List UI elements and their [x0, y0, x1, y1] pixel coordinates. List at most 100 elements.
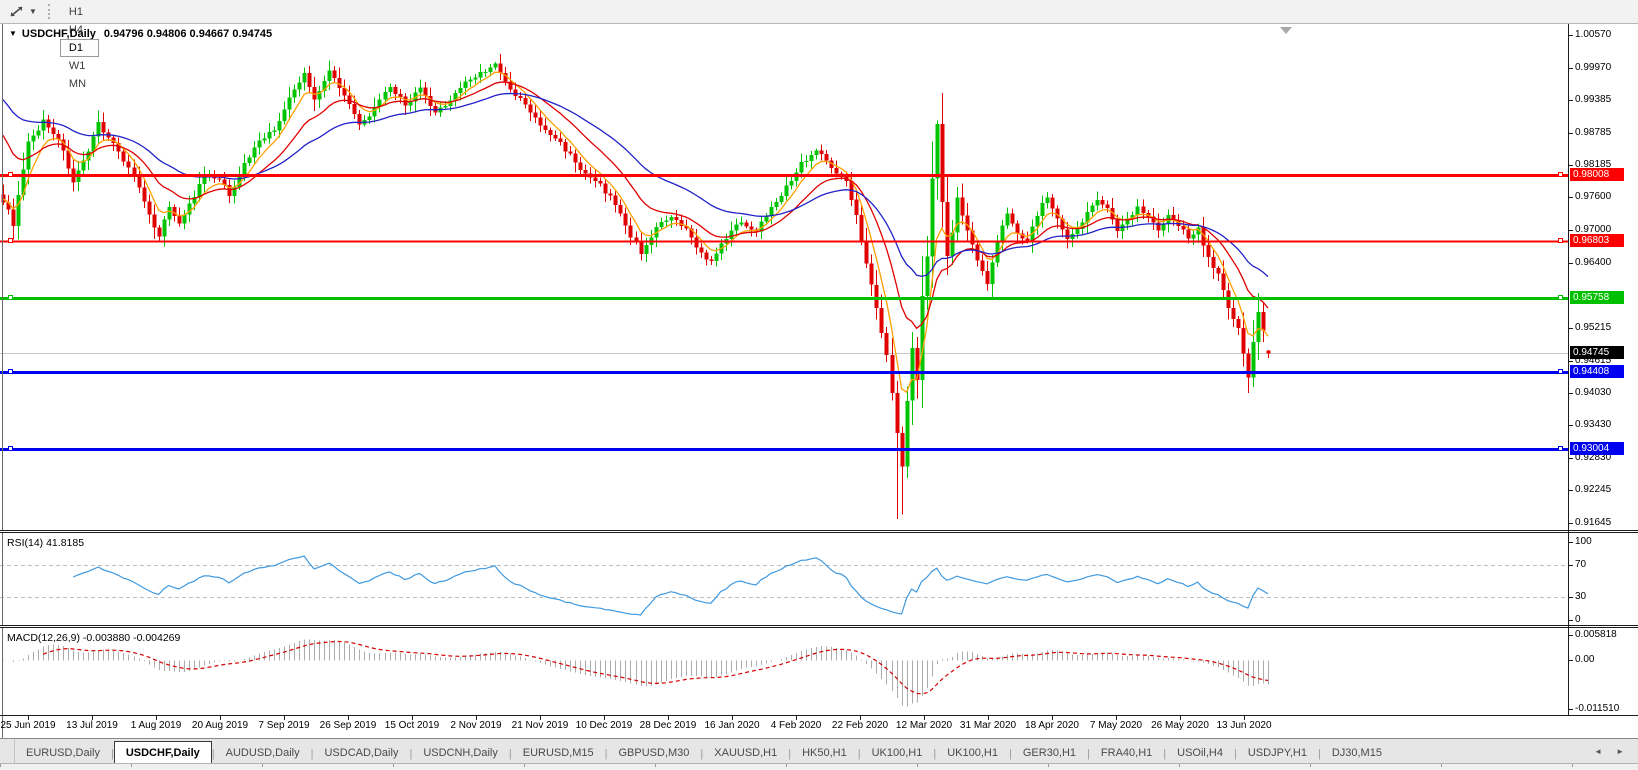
price-axis-label: 0.99970: [1575, 61, 1612, 73]
price-axis-label: 0.92830: [1575, 452, 1612, 464]
timeframe-button-d1[interactable]: D1: [59, 38, 100, 57]
tab-usdchf-daily[interactable]: USDCHF,Daily: [113, 741, 212, 764]
tab-divider: |: [1233, 747, 1237, 760]
chart-symbol-period: USDCHF,Daily: [21, 28, 96, 40]
rsi-axis-label: 100: [1575, 536, 1592, 547]
rsi-axis-label: 70: [1575, 559, 1587, 571]
tab-scroll-left-icon[interactable]: ◄: [1594, 747, 1603, 756]
timeframe-button-group: M1M5M15M30H1H4D1W1MN: [59, 0, 100, 93]
line-handle[interactable]: [1558, 172, 1563, 178]
line-handle[interactable]: [8, 445, 13, 451]
timeframe-button-h4[interactable]: H4: [68, 23, 83, 36]
line-handle[interactable]: [8, 172, 13, 178]
tab-divider: |: [857, 747, 861, 760]
tab-hk50-h1[interactable]: HK50,H1: [802, 747, 847, 759]
tab-divider: |: [409, 747, 413, 760]
status-strip: [0, 763, 1638, 770]
price-tag-0.94408: 0.94408: [1570, 364, 1624, 378]
date-axis-label[interactable]: 20 Aug 2019: [191, 720, 249, 731]
tab-usdcad-daily[interactable]: USDCAD,Daily: [324, 747, 399, 759]
date-axis-label[interactable]: 13 Jul 2019: [66, 720, 118, 731]
tab-eurusd-m15[interactable]: EURUSD,M15: [522, 747, 594, 759]
price-axis-label: 0.95215: [1575, 321, 1612, 333]
price-tag-0.95758: 0.95758: [1570, 291, 1624, 305]
expand-triangle-icon[interactable]: ▼: [9, 29, 17, 38]
rsi-axis-label: 30: [1575, 590, 1587, 602]
line-handle[interactable]: [1558, 295, 1563, 301]
line-handle[interactable]: [1558, 445, 1563, 451]
chart-canvas[interactable]: [0, 23, 1638, 738]
tab-usdcnh-daily[interactable]: USDCNH,Daily: [423, 747, 498, 759]
chart-shift-marker-icon[interactable]: [1280, 27, 1292, 34]
tab-audusd-daily[interactable]: AUDUSD,Daily: [225, 747, 300, 759]
line-drawing-tool-button[interactable]: ▼: [4, 2, 41, 21]
date-axis-label[interactable]: 15 Oct 2019: [384, 720, 440, 731]
line-drawing-tool-icon: [10, 6, 23, 17]
tab-dj30-m15[interactable]: DJ30,M15: [1331, 747, 1382, 759]
timeframe-button-h1[interactable]: H1: [68, 5, 83, 18]
date-axis-label[interactable]: 7 May 2020: [1089, 720, 1143, 731]
date-axis-label[interactable]: 16 Jan 2020: [704, 720, 760, 731]
chart-tabs: EURUSD,Daily | USDCHF,Daily | AUDUSD,Daily | U…: [15, 741, 1393, 764]
date-axis-label[interactable]: 22 Feb 2020: [831, 720, 889, 731]
timeframe-button-mn[interactable]: MN: [68, 77, 87, 90]
timeframe-button-w1[interactable]: W1: [68, 59, 86, 72]
price-axis-label: 0.98185: [1575, 159, 1612, 171]
current-price-tag: 0.94745: [1570, 346, 1624, 360]
tab-divider: |: [933, 747, 937, 760]
date-axis-label[interactable]: 18 Apr 2020: [1025, 720, 1079, 731]
date-axis-label[interactable]: 21 Nov 2019: [511, 720, 569, 731]
tab-eurusd-daily[interactable]: EURUSD,Daily: [26, 747, 100, 759]
tab-gbpusd-m30[interactable]: GBPUSD,M30: [618, 747, 690, 759]
date-axis-label[interactable]: 13 Jun 2020: [1216, 720, 1272, 731]
tab-ger30-h1[interactable]: GER30,H1: [1022, 747, 1077, 759]
price-axis-label: 0.94030: [1575, 386, 1612, 398]
date-axis-label[interactable]: 28 Dec 2019: [639, 720, 697, 731]
pane-border: [0, 715, 1638, 716]
macd-indicator-label: MACD(12,26,9) -0.003880 -0.004269: [7, 632, 181, 644]
tab-usoil-h4[interactable]: USOil,H4: [1177, 747, 1223, 759]
price-axis-label: 0.94615: [1575, 354, 1612, 366]
tabbar-left-pad: [0, 739, 15, 764]
tab-divider: |: [700, 747, 704, 760]
toolbar: ▼ M1M5M15M30H1H4D1W1MN: [0, 0, 1638, 90]
tab-uk100-h1[interactable]: UK100,H1: [871, 747, 923, 759]
date-axis-label[interactable]: 26 May 2020: [1151, 720, 1209, 731]
date-axis-label[interactable]: 25 Jun 2019: [0, 720, 56, 731]
date-axis-label[interactable]: 10 Dec 2019: [575, 720, 633, 731]
tab-divider: |: [310, 747, 314, 760]
line-handle[interactable]: [1558, 237, 1563, 243]
pane-separator[interactable]: [0, 625, 1638, 628]
tab-scroll-right-icon[interactable]: ►: [1616, 747, 1624, 756]
date-axis-label[interactable]: 2 Nov 2019: [450, 720, 502, 731]
date-axis-label[interactable]: 7 Sep 2019: [258, 720, 310, 731]
toolbar-grip[interactable]: [47, 4, 50, 19]
tab-fra40-h1[interactable]: FRA40,H1: [1100, 747, 1153, 759]
price-axis-label: 0.91645: [1575, 517, 1612, 528]
date-axis-label[interactable]: 12 Mar 2020: [895, 720, 953, 731]
tab-divider: |: [1087, 747, 1090, 760]
line-handle[interactable]: [8, 295, 13, 301]
rsi-indicator-label: RSI(14) 41.8185: [7, 537, 85, 549]
tab-usdjpy-h1[interactable]: USDJPY,H1: [1247, 747, 1307, 759]
date-axis-label[interactable]: 1 Aug 2019: [130, 720, 182, 731]
macd-axis-label: -0.011510: [1575, 703, 1620, 715]
tab-divider: |: [788, 747, 792, 760]
line-handle[interactable]: [8, 237, 13, 243]
tab-xauusd-h1[interactable]: XAUUSD,H1: [714, 747, 778, 759]
macd-axis-label: 0.00: [1575, 654, 1595, 665]
tab-uk100-h1[interactable]: UK100,H1: [947, 747, 998, 759]
tab-divider: |: [1163, 747, 1167, 760]
chevron-down-icon: ▼: [29, 7, 37, 16]
price-axis-label: 0.96400: [1575, 257, 1612, 268]
date-axis-label[interactable]: 31 Mar 2020: [959, 720, 1017, 731]
line-handle[interactable]: [1558, 368, 1563, 374]
price-tag-0.98008: 0.98008: [1570, 168, 1624, 182]
pane-separator[interactable]: [0, 530, 1638, 533]
chart-title: ▼ USDCHF,Daily 0.94796 0.94806 0.94667 0.9…: [9, 28, 272, 40]
line-handle[interactable]: [8, 368, 13, 374]
date-axis-label[interactable]: 4 Feb 2020: [770, 720, 822, 731]
date-axis-label[interactable]: 26 Sep 2019: [319, 720, 377, 731]
price-axis-label: 0.93430: [1575, 419, 1612, 431]
price-axis-label: 0.92245: [1575, 484, 1612, 496]
